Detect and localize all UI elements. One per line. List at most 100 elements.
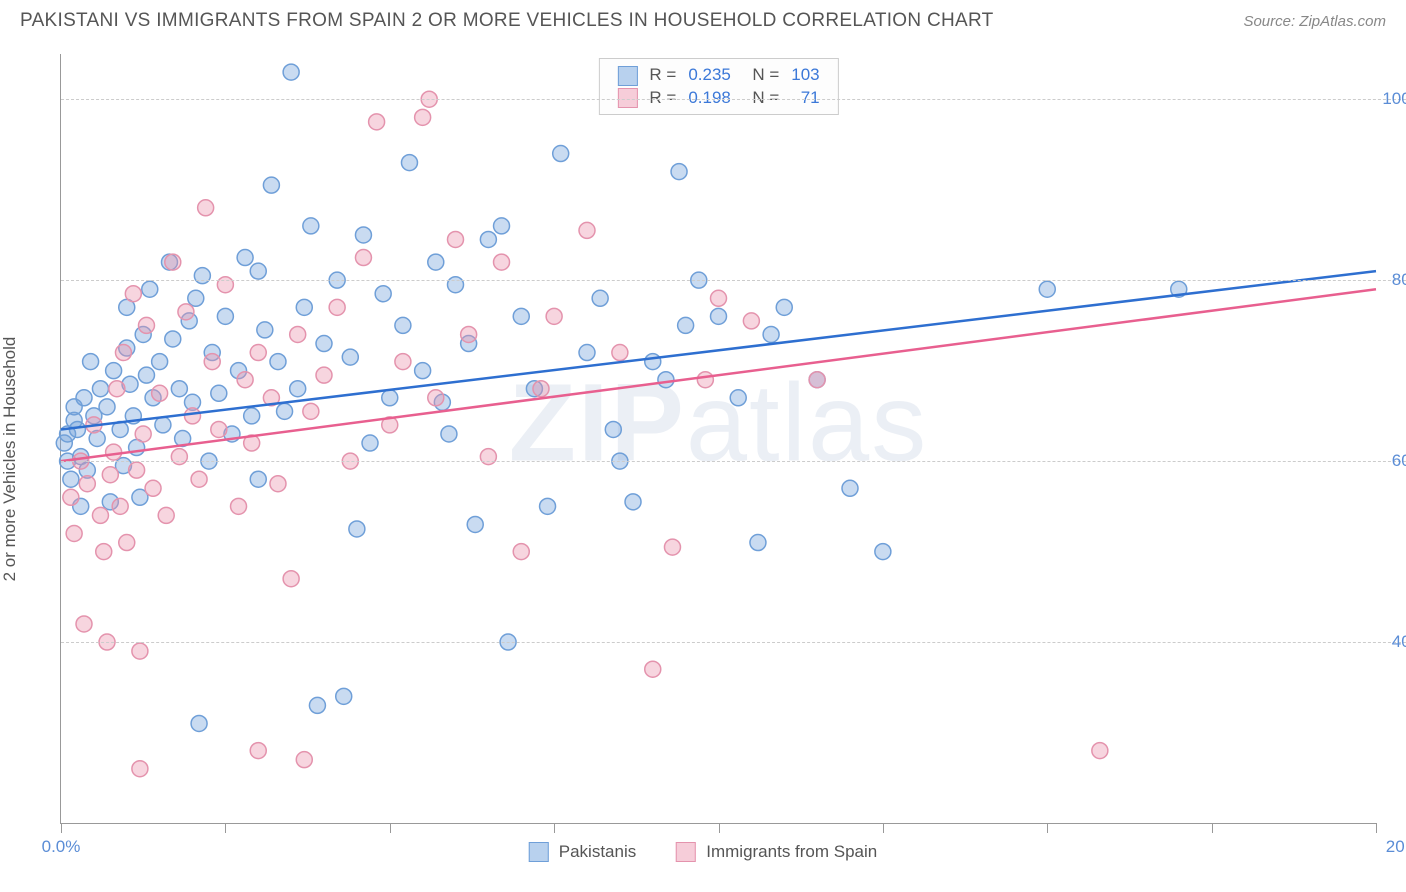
scatter-point [546,308,562,324]
scatter-point [270,354,286,370]
scatter-point [743,313,759,329]
scatter-point [129,462,145,478]
r-value-1: 0.235 [682,64,737,87]
scatter-point [92,381,108,397]
scatter-point [480,231,496,247]
scatter-point [188,290,204,306]
scatter-point [415,363,431,379]
scatter-point [296,299,312,315]
legend-swatch-2 [676,842,696,862]
scatter-point [316,367,332,383]
legend-swatch-series-1 [617,66,637,86]
scatter-point [119,535,135,551]
scatter-point [138,317,154,333]
legend-label-1: Pakistanis [559,842,636,862]
scatter-point [152,354,168,370]
scatter-point [1092,743,1108,759]
scatter-point [69,421,85,437]
scatter-point [658,372,674,388]
scatter-point [191,715,207,731]
scatter-point [776,299,792,315]
legend-item-1: Pakistanis [529,842,636,862]
scatter-point [198,200,214,216]
scatter-point [750,535,766,551]
scatter-point [309,697,325,713]
scatter-point [83,354,99,370]
scatter-point [612,345,628,361]
correlation-legend: R = 0.235 N = 103 R = 0.198 N = 71 [598,58,838,115]
scatter-point [355,250,371,266]
scatter-point [428,254,444,270]
scatter-point [145,480,161,496]
y-axis-label: 2 or more Vehicles in Household [0,337,20,582]
scatter-point [155,417,171,433]
scatter-point [671,164,687,180]
scatter-point [296,752,312,768]
n-label: N = [737,87,785,110]
scatter-point [283,64,299,80]
scatter-point [76,616,92,632]
legend-swatch-1 [529,842,549,862]
scatter-point [63,489,79,505]
scatter-point [730,390,746,406]
scatter-point [375,286,391,302]
scatter-point [165,331,181,347]
chart-header: PAKISTANI VS IMMIGRANTS FROM SPAIN 2 OR … [0,0,1406,38]
scatter-point [231,498,247,514]
scatter-point [480,449,496,465]
scatter-point [250,345,266,361]
source-label: Source: ZipAtlas.com [1243,13,1386,30]
scatter-point [382,390,398,406]
scatter-point [92,507,108,523]
scatter-point [369,114,385,130]
scatter-point [592,290,608,306]
scatter-point [415,109,431,125]
legend-label-2: Immigrants from Spain [706,842,877,862]
y-tick-label: 40.0% [1392,632,1406,652]
scatter-point [290,381,306,397]
r-label: R = [643,87,682,110]
r-label: R = [643,64,682,87]
y-tick-label: 60.0% [1392,451,1406,471]
scatter-point [303,403,319,419]
legend-item-2: Immigrants from Spain [676,842,877,862]
correlation-row-2: R = 0.198 N = 71 [611,87,825,110]
scatter-point [540,498,556,514]
scatter-point [625,494,641,510]
scatter-point [250,743,266,759]
scatter-point [250,263,266,279]
x-tick-label: 0.0% [42,837,81,857]
scatter-point [842,480,858,496]
legend-swatch-series-2 [617,88,637,108]
scatter-point [237,372,253,388]
scatter-point [270,476,286,492]
scatter-point [494,218,510,234]
scatter-point [441,426,457,442]
scatter-point [494,254,510,270]
scatter-point [533,381,549,397]
scatter-point [99,399,115,415]
scatter-point [158,507,174,523]
scatter-point [678,317,694,333]
scatter-point [605,421,621,437]
scatter-point [217,277,233,293]
scatter-point [645,661,661,677]
scatter-point [316,336,332,352]
scatter-point [217,308,233,324]
chart-title: PAKISTANI VS IMMIGRANTS FROM SPAIN 2 OR … [20,10,994,32]
scatter-point [171,449,187,465]
scatter-point [329,299,345,315]
scatter-point [461,326,477,342]
scatter-point [211,421,227,437]
scatter-point [428,390,444,406]
scatter-point [362,435,378,451]
scatter-point [106,363,122,379]
n-label: N = [737,64,785,87]
scatter-point [395,317,411,333]
scatter-point [355,227,371,243]
scatter-point [1039,281,1055,297]
scatter-point [185,408,201,424]
scatter-point [395,354,411,370]
x-tick-label: 20.0% [1386,837,1406,857]
y-tick-label: 80.0% [1392,270,1406,290]
